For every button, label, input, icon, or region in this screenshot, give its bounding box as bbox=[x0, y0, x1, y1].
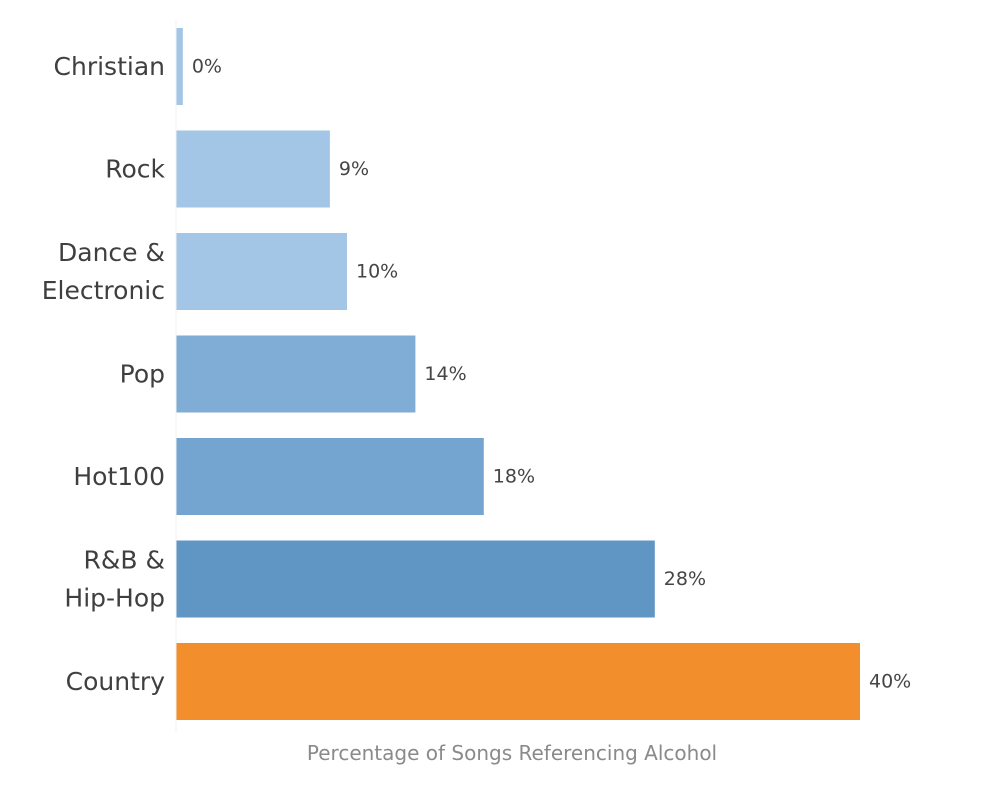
category-label-line: R&B & bbox=[84, 546, 165, 575]
category-label-5: R&B & Hip-Hop bbox=[64, 546, 165, 613]
value-label-4: 18% bbox=[493, 466, 535, 488]
bar-3 bbox=[176, 335, 416, 413]
category-label-line: Rock bbox=[105, 155, 165, 184]
bar-1 bbox=[176, 130, 330, 208]
bar-6 bbox=[176, 643, 860, 720]
category-label-line: Electronic bbox=[42, 276, 165, 305]
x-axis-title: Percentage of Songs Referencing Alcohol bbox=[307, 741, 717, 765]
value-label-2: 10% bbox=[356, 261, 398, 283]
category-label-2: Dance & Electronic bbox=[42, 238, 165, 305]
bar-0 bbox=[176, 28, 183, 105]
bar-2 bbox=[176, 233, 347, 310]
category-label-3: Pop bbox=[120, 360, 165, 389]
category-label-line: Hip-Hop bbox=[64, 584, 165, 613]
category-label-line: Pop bbox=[120, 360, 165, 389]
category-label-1: Rock bbox=[105, 155, 165, 184]
bar-5 bbox=[176, 540, 655, 618]
category-label-line: Christian bbox=[54, 52, 165, 81]
value-labels-group: 0% 9% 10% 14% 18% 28% 40% bbox=[192, 56, 911, 693]
value-label-5: 28% bbox=[664, 568, 706, 590]
bar-4 bbox=[176, 438, 484, 515]
category-label-6: Country bbox=[66, 667, 166, 696]
bars-group bbox=[176, 28, 860, 720]
value-label-1: 9% bbox=[339, 158, 369, 180]
value-label-3: 14% bbox=[424, 363, 466, 385]
category-label-line: Country bbox=[66, 667, 166, 696]
category-label-line: Dance & bbox=[58, 238, 165, 267]
category-label-0: Christian bbox=[54, 52, 165, 81]
category-label-line: Hot100 bbox=[73, 462, 165, 491]
value-label-0: 0% bbox=[192, 56, 222, 78]
category-label-4: Hot100 bbox=[73, 462, 165, 491]
value-label-6: 40% bbox=[869, 671, 911, 693]
category-labels-group: Christian Rock Dance & Electronic Pop Hot100 R… bbox=[42, 52, 166, 696]
